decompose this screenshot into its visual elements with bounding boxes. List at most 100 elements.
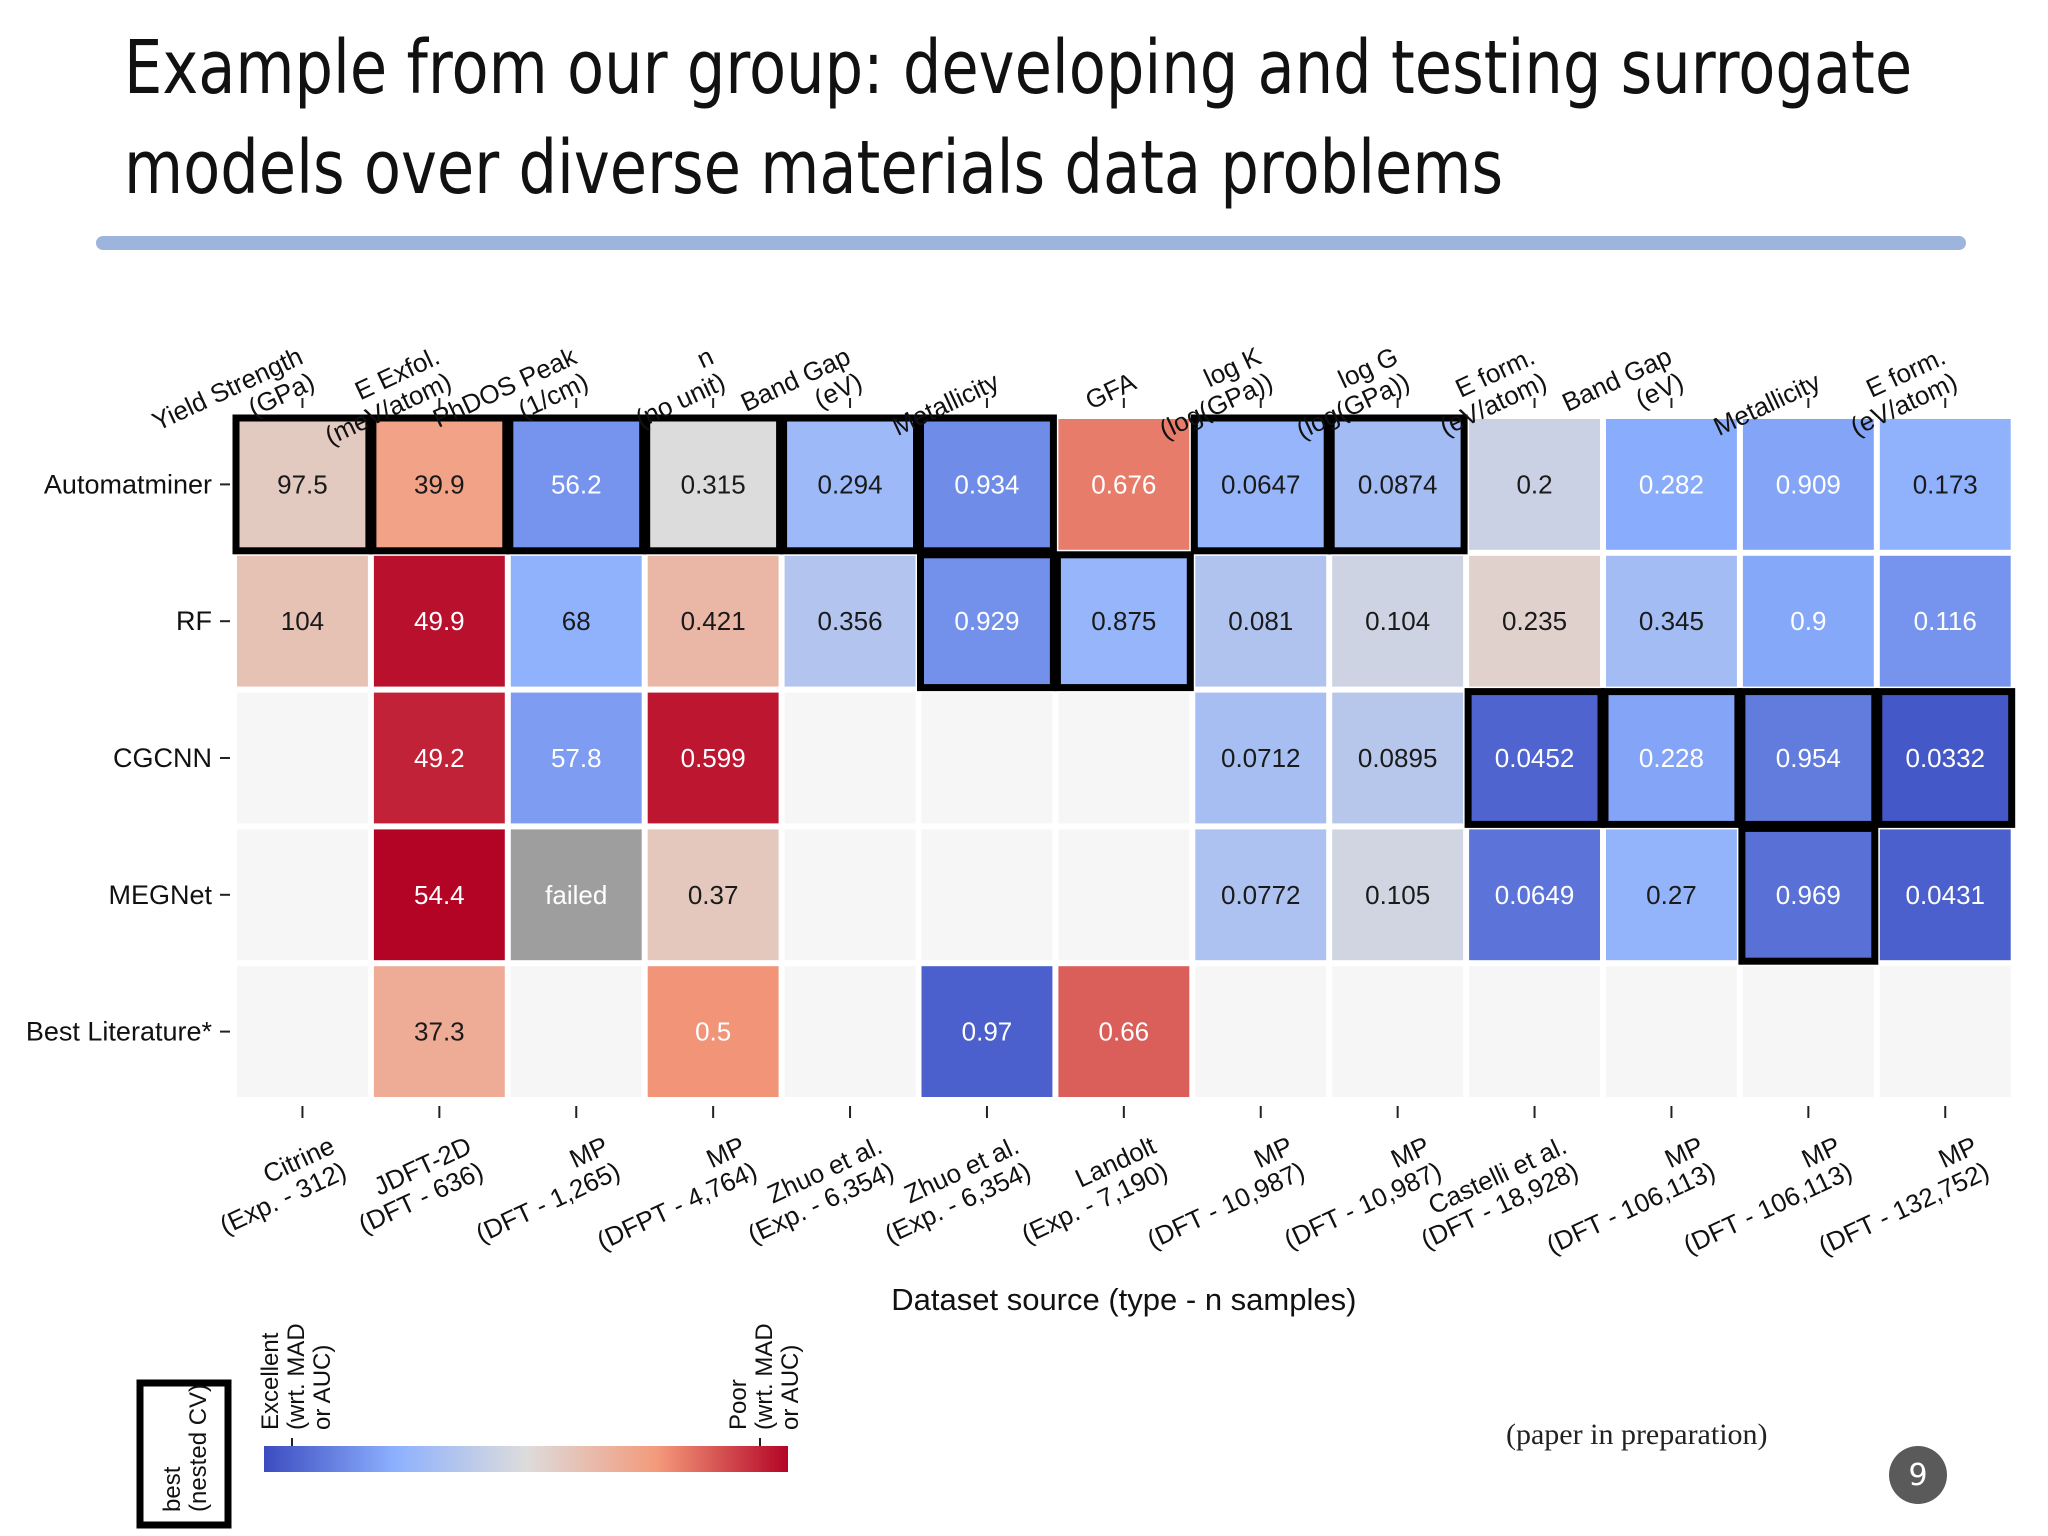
best-model-box	[1190, 414, 1331, 555]
heatmap-cell	[373, 419, 505, 550]
best-model-box	[917, 414, 1057, 555]
cell-value: 0.0431	[1905, 880, 1985, 910]
heatmap-cell	[510, 419, 642, 550]
heatmap-cell	[1332, 419, 1464, 550]
heatmap-cell	[921, 829, 1053, 961]
colorbar-low-label: or AUC)	[309, 1345, 336, 1430]
heatmap-cell	[784, 692, 916, 824]
heatmap-cell	[1879, 692, 2011, 824]
heatmap-cell	[1879, 829, 2011, 961]
heatmap-cell	[1332, 829, 1464, 961]
heatmap-cell	[647, 555, 779, 687]
cell-value: 0.228	[1639, 743, 1704, 773]
cell-value: 0.315	[681, 469, 746, 499]
heatmap-cell	[647, 966, 779, 1097]
best-model-box	[369, 414, 510, 555]
heatmap-cell	[1879, 555, 2011, 687]
heatmap-cell	[784, 419, 916, 550]
cell-value: 49.9	[414, 606, 465, 636]
cell-value: 97.5	[277, 469, 328, 499]
best-model-box	[1464, 688, 1605, 828]
cell-value: 0.875	[1091, 606, 1156, 636]
cell-value: 0.37	[688, 880, 739, 910]
best-model-box	[1738, 824, 1879, 965]
colorbar	[264, 1446, 788, 1472]
heatmap-cell	[1058, 966, 1190, 1097]
heatmap-cell	[373, 966, 505, 1097]
heatmap-cell	[510, 692, 642, 824]
heatmap-cell	[921, 555, 1053, 687]
row-label: MEGNet	[108, 880, 212, 910]
heatmap-cell	[1879, 966, 2011, 1097]
row-label: CGCNN	[113, 743, 212, 773]
x-axis-label: Dataset source (type - n samples)	[891, 1282, 1356, 1317]
best-model-box	[643, 414, 784, 555]
heatmap-cell	[1469, 692, 1600, 824]
heatmap-cell	[1058, 419, 1190, 550]
best-model-box	[1601, 688, 1742, 828]
cell-value: 0.282	[1639, 469, 1704, 499]
cell-value: 0.0712	[1221, 743, 1301, 773]
column-property-label: GFA	[1081, 366, 1141, 415]
heatmap-cell	[1469, 829, 1600, 961]
slide-title-line-1: Example from our group: developing and t…	[124, 25, 1913, 111]
cell-value: 0.97	[962, 1017, 1013, 1047]
best-legend-label: (nested CV)	[185, 1384, 212, 1512]
cell-value: 0.5	[695, 1017, 731, 1047]
best-model-box	[1875, 688, 2016, 828]
title-divider	[96, 236, 1966, 250]
column-dataset-label: Zhuo et al.(Exp. - 6,354)	[731, 1130, 898, 1249]
cell-value: failed	[545, 880, 607, 910]
cell-value: 0.116	[1914, 606, 1977, 636]
best-model-box	[1053, 551, 1194, 692]
cell-value: 0.0647	[1221, 469, 1301, 499]
heatmap-cell	[1469, 555, 1600, 687]
heatmap-cell	[1332, 555, 1464, 687]
heatmap-cell	[1606, 692, 1737, 824]
heatmap-cell	[784, 555, 916, 687]
column-dataset-label: JDFT-2D(DFT - 636)	[342, 1130, 488, 1239]
colorbar-low-label: Excellent	[257, 1332, 284, 1430]
heatmap-cell	[1195, 966, 1327, 1097]
heatmap-cell	[921, 966, 1053, 1097]
heatmap-cell	[1332, 966, 1464, 1097]
cell-value: 0.0874	[1358, 469, 1438, 499]
column-dataset-label: Zhuo et al.(Exp. - 6,354)	[868, 1130, 1035, 1249]
row-label: Best Literature*	[26, 1017, 213, 1047]
best-model-box	[780, 414, 920, 555]
cell-value: 0.104	[1365, 606, 1430, 636]
heatmap-cell	[1058, 692, 1190, 824]
heatmap-cell	[1195, 829, 1327, 961]
cell-value: 0.969	[1776, 880, 1841, 910]
cell-value: 0.421	[681, 606, 746, 636]
cell-value: 0.081	[1228, 606, 1293, 636]
cell-value: 54.4	[414, 880, 465, 910]
colorbar-high-label: Poor	[725, 1379, 752, 1430]
heatmap-cell	[1058, 829, 1190, 961]
cell-value: 0.2	[1516, 469, 1552, 499]
cell-value: 0.909	[1776, 469, 1841, 499]
cell-value: 0.934	[954, 469, 1019, 499]
cell-value: 0.599	[681, 743, 746, 773]
heatmap-cell	[647, 829, 779, 961]
cell-value: 0.66	[1099, 1017, 1150, 1047]
heatmap-cell	[784, 966, 916, 1097]
heatmap-cell	[1469, 419, 1600, 550]
page-number-badge: 9	[1889, 1446, 1947, 1504]
colorbar-high-label: or AUC)	[777, 1345, 804, 1430]
heatmap-cell	[921, 419, 1053, 550]
best-model-box	[506, 414, 647, 555]
cell-value: 0.235	[1502, 606, 1567, 636]
heatmap-cell	[1332, 692, 1464, 824]
heatmap-cell	[1195, 419, 1327, 550]
heatmap-cell	[1742, 419, 1874, 550]
best-legend-label: best	[159, 1466, 186, 1512]
heatmap-cell	[1742, 555, 1874, 687]
heatmap-cell	[1606, 966, 1737, 1097]
heatmap-cell	[784, 829, 916, 961]
cell-value: 0.345	[1639, 606, 1704, 636]
cell-value: 0.27	[1646, 880, 1697, 910]
best-model-box	[1738, 688, 1879, 828]
colorbar-low-label: (wrt. MAD	[283, 1323, 310, 1430]
heatmap-cell	[921, 692, 1053, 824]
